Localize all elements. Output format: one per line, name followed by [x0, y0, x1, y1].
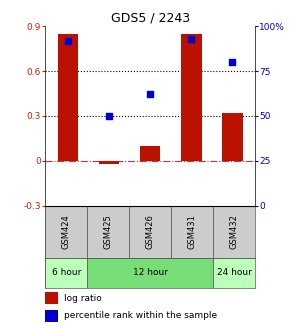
- Text: percentile rank within the sample: percentile rank within the sample: [64, 311, 217, 320]
- Bar: [181, 34, 202, 161]
- Bar: [58, 34, 78, 161]
- Point: [66, 38, 70, 43]
- Point: [148, 92, 153, 97]
- Point: [230, 60, 235, 65]
- Bar: [171, 206, 213, 258]
- Bar: [45, 258, 87, 288]
- Bar: [213, 206, 255, 258]
- Bar: [213, 258, 255, 288]
- Bar: [45, 206, 87, 258]
- Text: GSM425: GSM425: [104, 214, 113, 249]
- Bar: [99, 161, 119, 164]
- Point: [107, 113, 111, 118]
- Point: [189, 36, 194, 41]
- Title: GDS5 / 2243: GDS5 / 2243: [110, 12, 190, 25]
- Text: log ratio: log ratio: [64, 294, 102, 303]
- Bar: [45, 310, 58, 322]
- Text: 12 hour: 12 hour: [133, 268, 168, 277]
- Bar: [129, 206, 171, 258]
- Text: GSM432: GSM432: [229, 214, 239, 249]
- Bar: [45, 292, 58, 304]
- Bar: [87, 258, 213, 288]
- Text: 6 hour: 6 hour: [52, 268, 81, 277]
- Text: GSM424: GSM424: [62, 214, 71, 249]
- Text: 24 hour: 24 hour: [217, 268, 251, 277]
- Text: GSM426: GSM426: [146, 214, 155, 249]
- Bar: [87, 206, 129, 258]
- Text: GSM431: GSM431: [188, 214, 197, 249]
- Bar: [222, 113, 243, 161]
- Bar: [140, 146, 161, 161]
